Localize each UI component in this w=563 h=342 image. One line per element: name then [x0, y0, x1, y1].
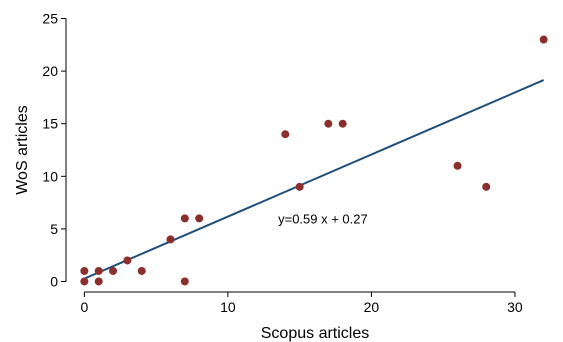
x-tick-label: 0 [80, 299, 88, 315]
data-point [94, 277, 103, 286]
x-axis: 0 10 20 30 [80, 291, 523, 315]
data-point [453, 161, 462, 170]
data-point [180, 277, 189, 286]
y-axis-title: WoS articles [14, 105, 31, 195]
x-tick-label: 20 [364, 299, 380, 315]
data-point [482, 182, 491, 191]
y-tick-label: 10 [42, 168, 58, 184]
y-tick-label: 25 [42, 11, 58, 27]
data-point [137, 266, 146, 275]
y-axis: 0 5 10 15 20 25 [42, 11, 67, 289]
x-tick-label: 10 [220, 299, 236, 315]
data-point [539, 35, 548, 44]
data-point [195, 214, 204, 223]
data-point [338, 119, 347, 128]
data-point [180, 214, 189, 223]
fit-line-group [83, 79, 545, 280]
x-tick-label: 30 [507, 299, 523, 315]
x-axis-title: Scopus articles [261, 325, 370, 342]
fit-equation-label: y=0.59 x + 0.27 [278, 211, 368, 226]
data-point [80, 266, 89, 275]
data-point [166, 235, 175, 244]
data-points [80, 35, 548, 286]
y-tick-label: 15 [42, 116, 58, 132]
data-point [109, 266, 118, 275]
fit-line [83, 79, 545, 280]
y-tick-label: 0 [50, 273, 58, 289]
data-point [94, 266, 103, 275]
data-point [281, 130, 290, 139]
data-point [295, 182, 304, 191]
y-tick-label: 5 [50, 221, 58, 237]
y-tick-label: 20 [42, 63, 58, 79]
data-point [123, 256, 132, 265]
data-point [80, 277, 89, 286]
data-point [324, 119, 333, 128]
